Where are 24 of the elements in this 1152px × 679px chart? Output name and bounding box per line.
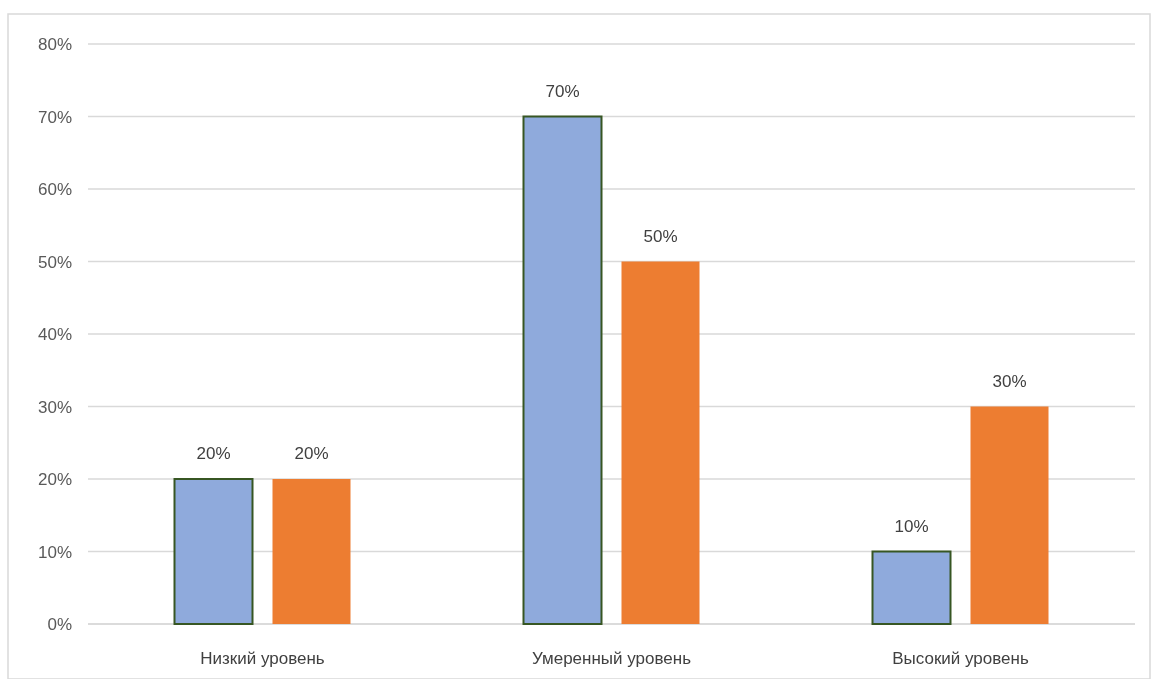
bar xyxy=(173,478,254,625)
y-tick-label: 60% xyxy=(37,180,72,199)
x-tick-label: Умеренный уровень xyxy=(531,649,692,668)
bar xyxy=(272,479,351,624)
data-label: 10% xyxy=(894,516,929,536)
bar xyxy=(871,550,952,625)
data-label: 70% xyxy=(545,81,580,101)
y-tick-label: 10% xyxy=(37,542,72,562)
x-tick-label: Низкий уровень xyxy=(200,649,325,668)
bar xyxy=(970,406,1049,624)
y-tick-label: 30% xyxy=(37,397,72,417)
y-tick-label: 40% xyxy=(37,325,72,344)
data-label: 20% xyxy=(294,444,329,463)
y-tick-label: 20% xyxy=(37,470,72,489)
data-label: 30% xyxy=(992,371,1027,391)
bar xyxy=(522,115,603,625)
bar xyxy=(621,261,700,624)
data-label: 50% xyxy=(643,226,678,246)
y-tick-label: 70% xyxy=(37,107,72,127)
x-tick-label: Высокий уровень xyxy=(892,649,1029,668)
y-tick-label: 80% xyxy=(37,35,72,54)
y-tick-label: 0% xyxy=(47,615,72,634)
data-label: 20% xyxy=(196,444,231,463)
y-tick-label: 50% xyxy=(37,252,72,272)
